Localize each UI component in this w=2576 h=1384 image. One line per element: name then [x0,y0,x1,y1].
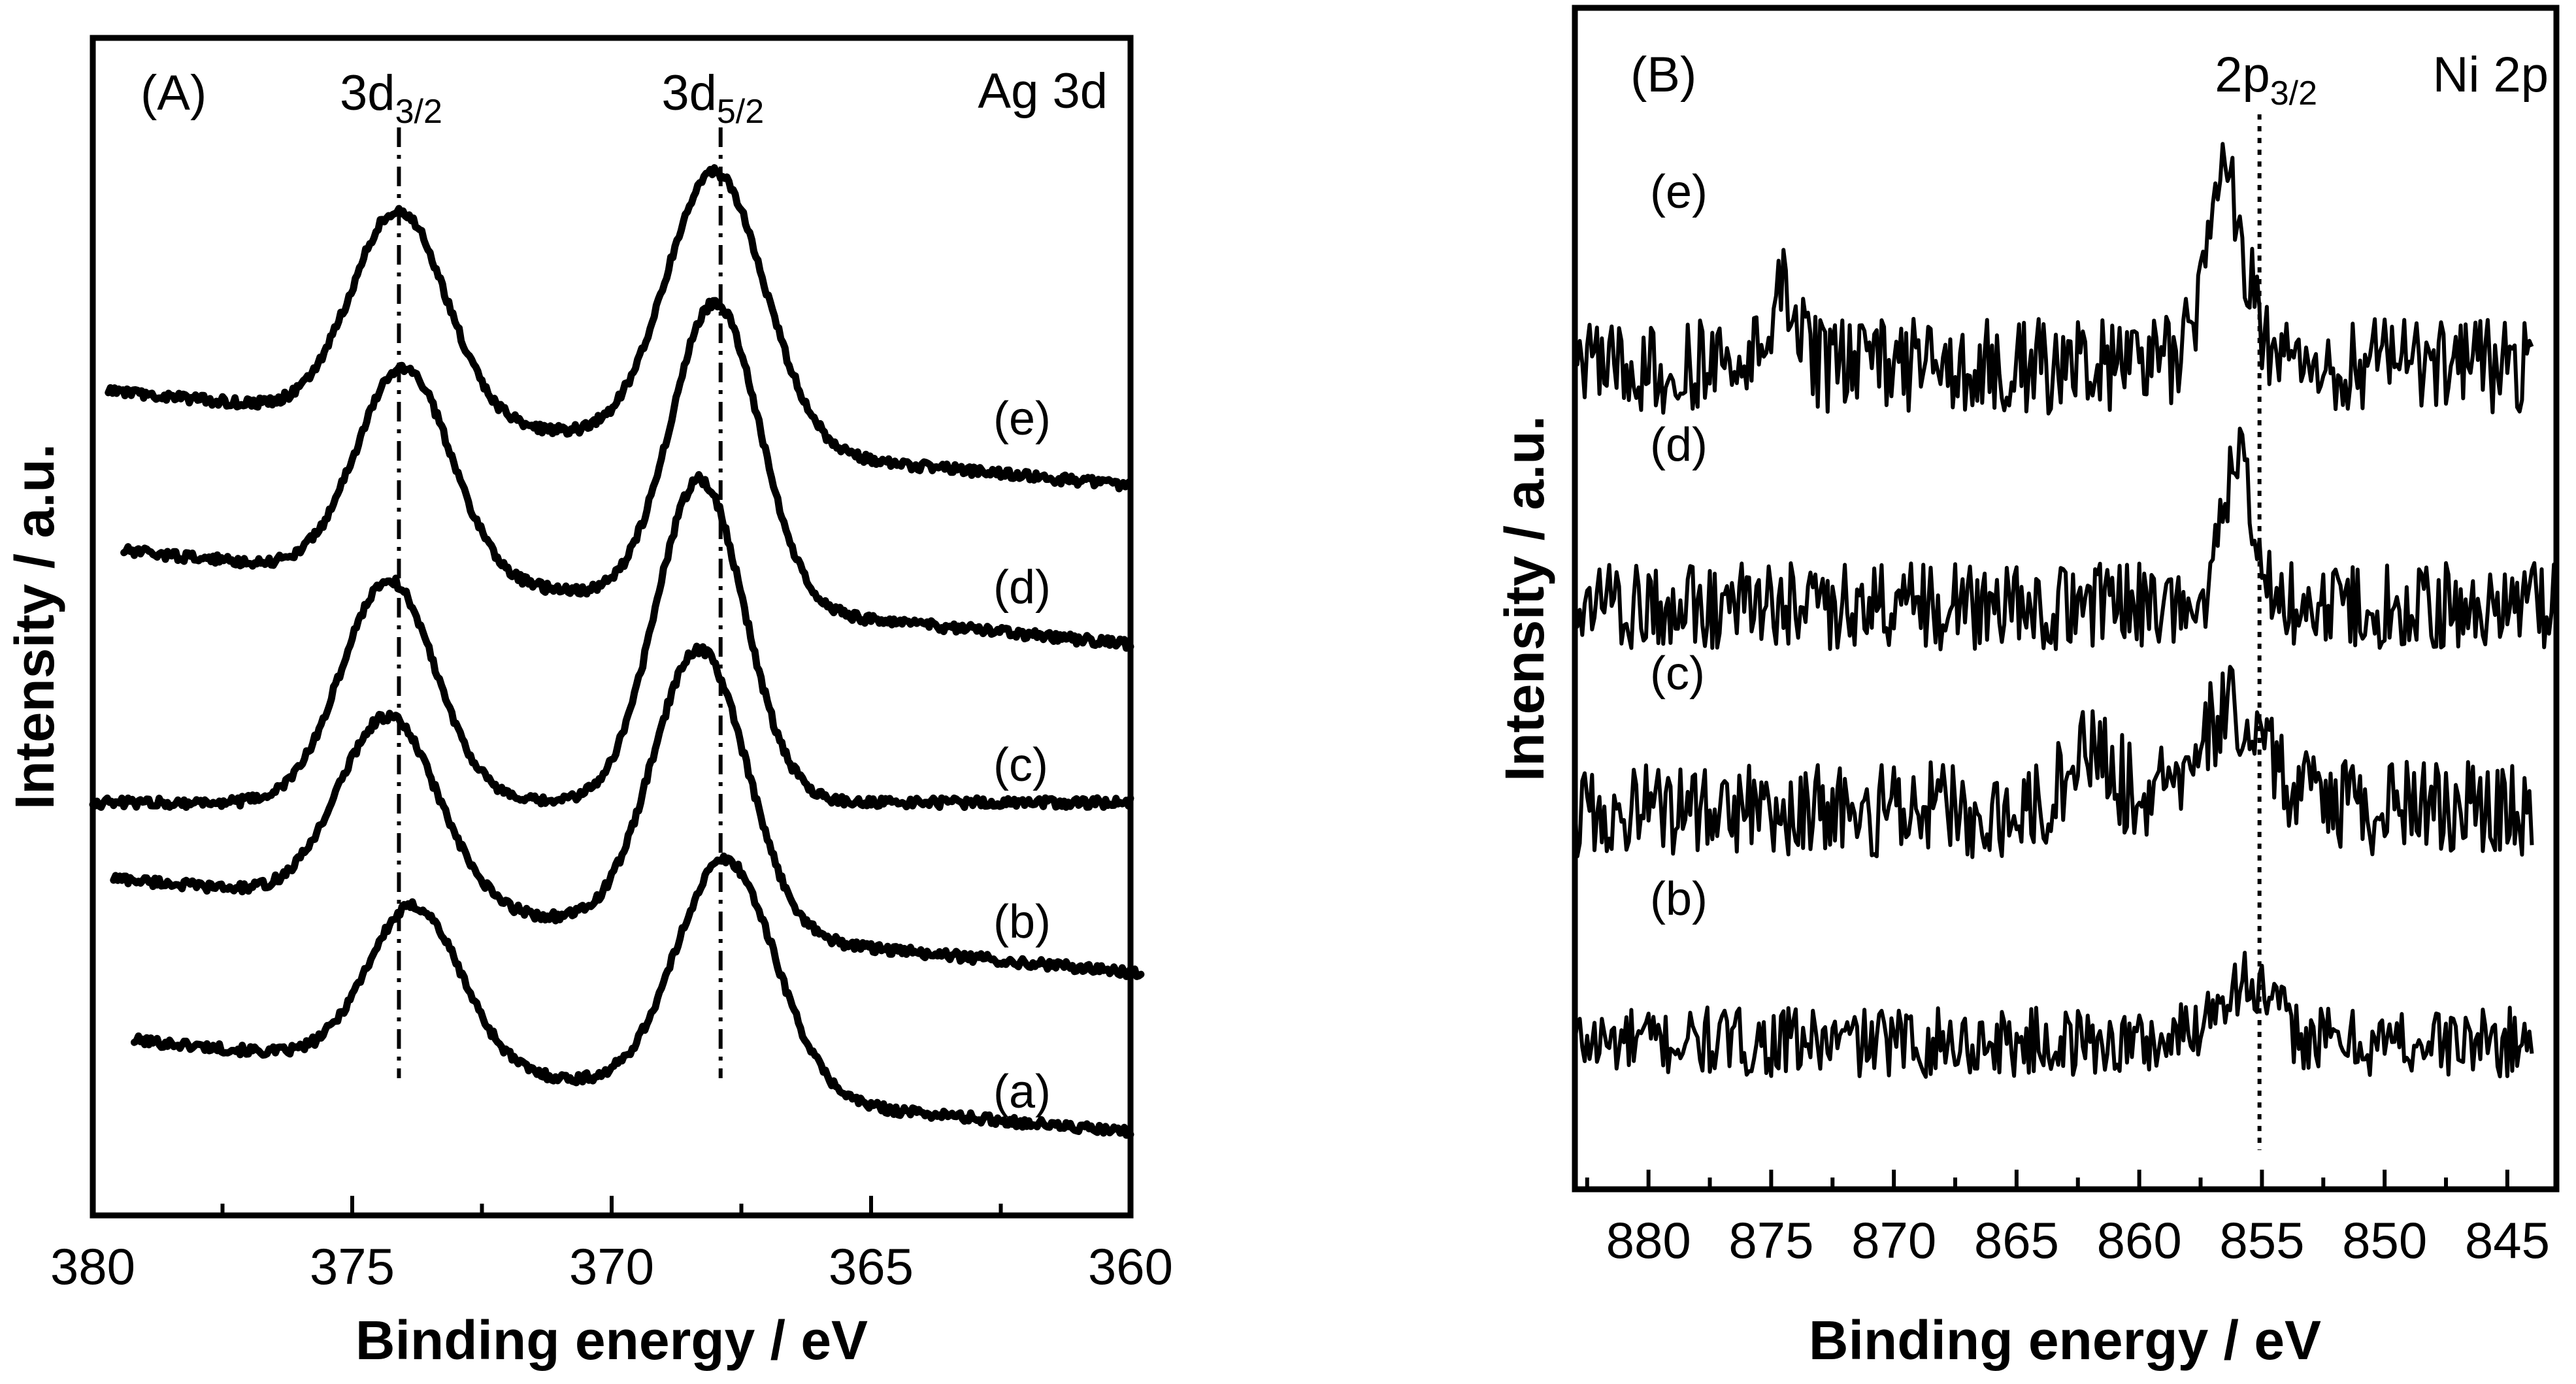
panel-b-x-tick-label: 845 [2465,1211,2550,1269]
panel-b-x-tick-label: 870 [1851,1211,1936,1269]
panel-a-peak-label-3d32: 3d3/2 [340,65,442,131]
panel-b-x-tick-label: 880 [1606,1211,1691,1269]
panel-b-curves [1573,142,2558,1079]
panel-b-x-tick-label: 865 [1974,1211,2059,1269]
panel-b-x-ticks: 880 875 870 865 860 855 850 845 [1585,1170,2550,1269]
panel-b-series-b [1573,951,2534,1079]
panel-b-curve-label-e: (e) [1650,166,1708,218]
panel-a-x-axis-title: Binding energy / eV [355,1310,868,1371]
panel-b-x-tick-label: 850 [2342,1211,2427,1269]
panel-a-y-axis-title: Intensity / a.u. [4,444,65,810]
panel-a-x-tick-label: 360 [1088,1238,1173,1295]
panel-a-curve-label-e: (e) [993,393,1051,445]
panel-a-series-a [131,852,1134,1139]
panel-a-x-tick-label: 365 [829,1238,914,1295]
panel-b-series-d [1573,426,2558,651]
panel-a-x-tick-label: 370 [569,1238,654,1295]
panel-b-curve-label-d: (d) [1650,419,1708,471]
panel-a-title: Ag 3d [978,63,1108,119]
panel-b-series-e [1573,142,2534,416]
panel-b-curve-label-b: (b) [1650,873,1708,925]
panel-b-curve-label-c: (c) [1650,648,1705,700]
panel-a-series-b [110,642,1145,980]
panel-a-x-tick-label: 375 [310,1238,395,1295]
panel-a-curve-label-a: (a) [993,1066,1051,1118]
peak-label-subscript: 3/2 [2270,74,2317,112]
panel-a-label: (A) [140,65,206,121]
panel-b-label: (B) [1630,47,1696,103]
panel-a-curve-label-d: (d) [993,561,1051,614]
peak-label-main: 2p [2215,47,2270,103]
panel-a-peak-label-3d52: 3d5/2 [661,65,764,131]
panel-a-series-c [89,470,1134,812]
peak-label-main: 3d [661,65,717,121]
panel-a-curve-label-b: (b) [993,896,1051,948]
panel-b-y-axis-title: Intensity / a.u. [1494,416,1555,782]
panel-a-curves [89,164,1145,1139]
panel-a-reference-lines [397,127,723,1078]
panel-b-peak-label-2p32: 2p3/2 [2215,47,2317,112]
panel-b-plot-frame [1572,5,2560,1193]
panel-b-x-tick-label: 855 [2219,1211,2304,1269]
panel-a-x-ticks: 380 375 370 365 360 [50,1196,1173,1295]
panel-b-x-tick-label: 860 [2097,1211,2182,1269]
panel-a-series-e [105,164,1133,493]
peak-label-main: 3d [340,65,395,121]
panel-b: 880 875 870 865 860 855 850 845 (B) Ni 2p 2p3/2… [1494,5,2560,1371]
panel-a: 380 375 370 365 360 (A) Ag 3d 3d3/2 3d5/2 (a… [4,35,1173,1371]
panel-a-series-d [120,297,1134,652]
panel-b-series-c [1573,665,2534,859]
panel-a-curve-label-c: (c) [993,739,1048,791]
panel-a-x-tick-label: 380 [50,1238,135,1295]
peak-label-subscript: 3/2 [395,93,442,131]
panel-b-x-axis-title: Binding energy / eV [1809,1310,2321,1371]
peak-label-subscript: 5/2 [717,93,764,131]
panel-b-x-tick-label: 875 [1728,1211,1813,1269]
panel-b-title: Ni 2p [2433,47,2549,103]
